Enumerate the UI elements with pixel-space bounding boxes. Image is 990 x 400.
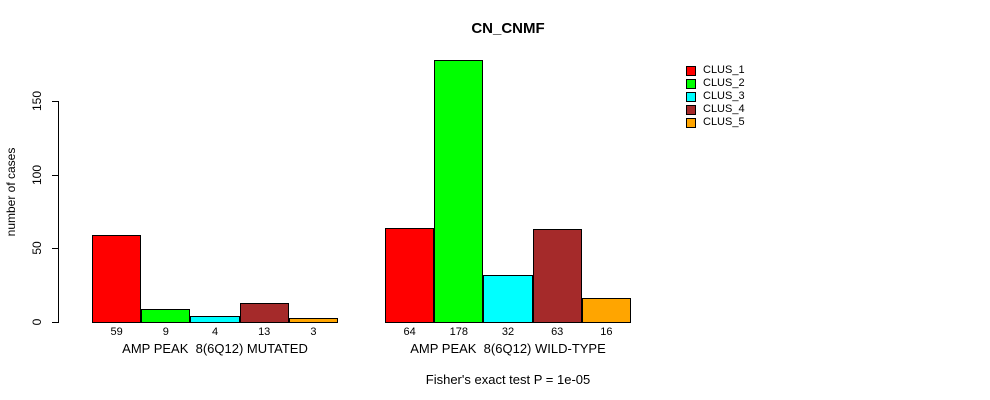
bar-value-label: 32 [501, 326, 515, 338]
bar-value-label: 16 [600, 326, 613, 338]
legend-row-clus_5: CLUS_5 [686, 116, 745, 129]
bar-clus_5-group2 [581, 298, 631, 323]
legend: CLUS_1 CLUS_2 CLUS_3 CLUS_4 CLUS_5 [686, 64, 745, 129]
legend-row-clus_4: CLUS_4 [686, 103, 745, 116]
legend-swatch-icon [686, 65, 696, 76]
y-tick-mark [52, 101, 58, 102]
y-tick-mark [52, 248, 58, 250]
bar-value-label: 63 [551, 326, 564, 338]
bar-clus_4-group2 [532, 229, 582, 323]
bar-clus_1-group1 [92, 235, 142, 323]
chart-title: CN_CNMF [471, 20, 545, 37]
y-tick-mark [52, 174, 58, 176]
y-tick-mark [52, 322, 58, 323]
legend-row-clus_2: CLUS_2 [686, 77, 745, 90]
legend-row-clus_1: CLUS_1 [686, 64, 745, 77]
y-tick-label: 150 [30, 90, 44, 112]
legend-label: CLUS_3 [703, 90, 745, 102]
bar-clus_3-group2 [483, 274, 533, 323]
legend-label: CLUS_2 [703, 77, 745, 89]
bar-clus_4-group1 [239, 302, 289, 323]
bar-value-label: 3 [310, 326, 317, 338]
bar-value-label: 59 [110, 326, 123, 338]
bar-clus_2-group1 [141, 308, 191, 323]
legend-swatch-icon [686, 117, 696, 128]
y-axis-label: number of cases [4, 147, 18, 237]
y-axis-line [58, 101, 59, 323]
bar-clus_5-group1 [288, 317, 338, 323]
bar-value-label: 13 [258, 326, 271, 338]
bar-value-label: 64 [403, 326, 416, 338]
y-tick-label: 0 [30, 318, 44, 326]
footnote: Fisher's exact test P = 1e-05 [425, 372, 591, 387]
legend-label: CLUS_1 [703, 64, 745, 76]
y-tick-label: 50 [30, 241, 44, 256]
bar-value-label: 4 [211, 326, 219, 338]
legend-row-clus_3: CLUS_3 [686, 90, 745, 103]
y-tick-label: 100 [30, 164, 44, 185]
legend-label: CLUS_5 [703, 116, 745, 128]
bar-value-label: 178 [449, 326, 468, 338]
legend-swatch-icon [686, 104, 696, 115]
legend-swatch-icon [686, 78, 696, 89]
legend-swatch-icon [686, 91, 696, 102]
bar-value-label: 9 [162, 326, 169, 338]
group-label: AMP PEAK 8(6Q12) WILD-TYPE [410, 341, 606, 356]
bar-clus_1-group2 [385, 227, 435, 323]
legend-label: CLUS_4 [703, 103, 745, 115]
bar-clus_3-group1 [190, 316, 240, 323]
group-label: AMP PEAK 8(6Q12) MUTATED [122, 341, 308, 356]
bar-clus_2-group2 [434, 59, 484, 323]
